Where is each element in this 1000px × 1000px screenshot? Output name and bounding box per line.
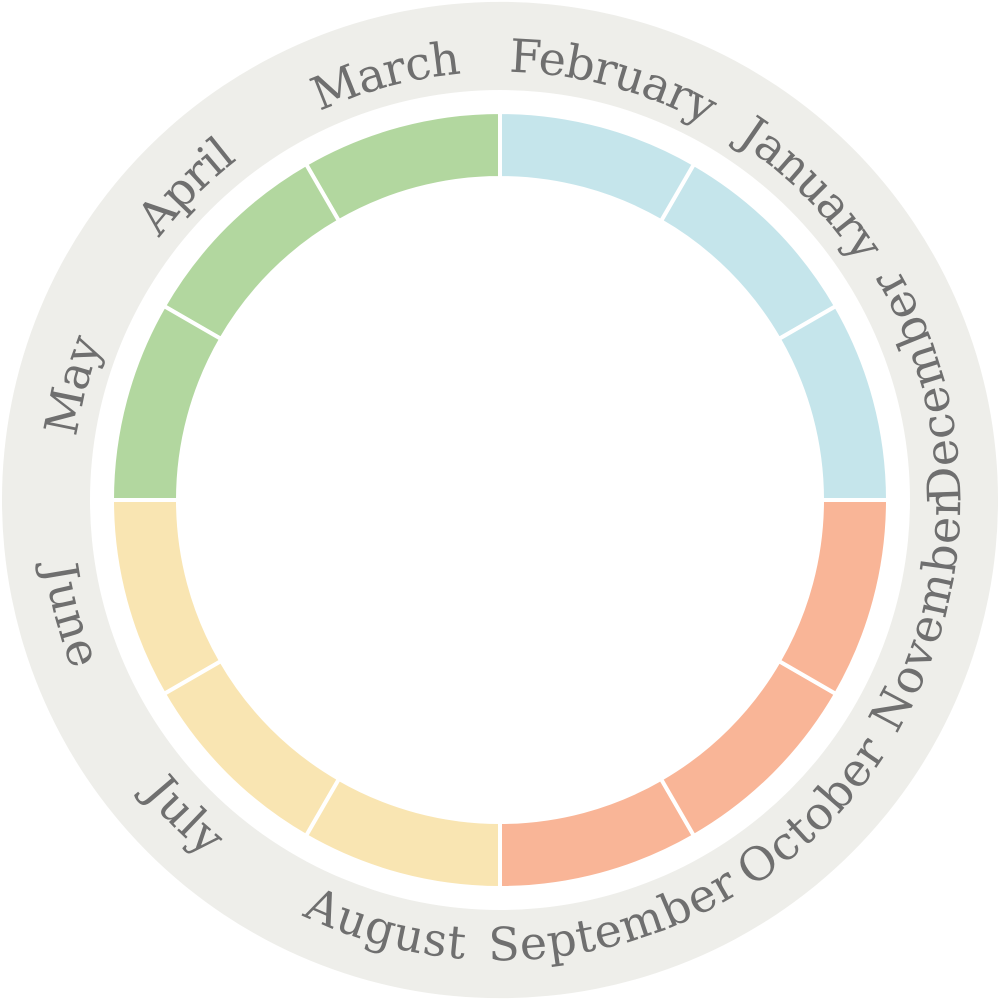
segment-september (498, 776, 697, 891)
segment-august (303, 776, 502, 891)
segment-november (776, 498, 891, 697)
segment-march (303, 109, 502, 224)
segment-february (498, 109, 697, 224)
season-segments (109, 109, 891, 891)
segment-december (776, 303, 891, 502)
segment-june (109, 498, 224, 697)
segment-may (109, 303, 224, 502)
